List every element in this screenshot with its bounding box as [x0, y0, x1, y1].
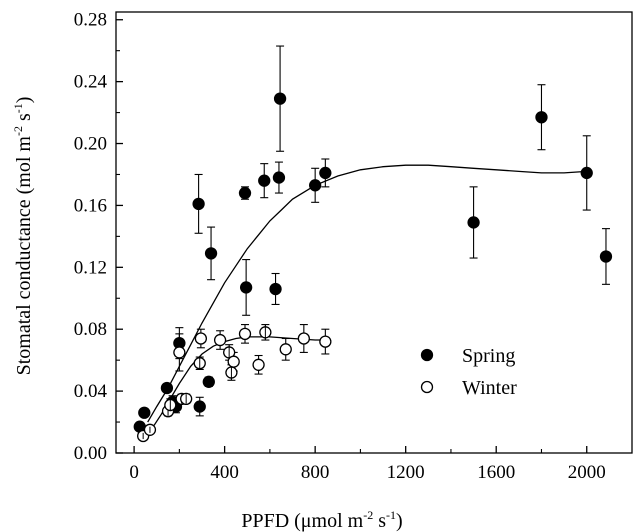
point-spring: [138, 406, 151, 419]
x-tick-label: 1600: [477, 462, 515, 483]
legend-label-winter: Winter: [462, 377, 517, 399]
legend-marker-winter: [420, 380, 434, 394]
point-spring: [467, 216, 480, 229]
x-tick-label: 0: [129, 462, 139, 483]
point-winter: [297, 332, 310, 345]
legend-label-spring: Spring: [462, 345, 515, 367]
point-spring: [269, 282, 282, 296]
point-winter: [213, 333, 227, 347]
point-spring: [160, 381, 174, 395]
x-tick-label: 2000: [568, 462, 606, 483]
y-tick-label: 0.28: [74, 10, 107, 31]
point-winter: [194, 332, 208, 345]
point-spring: [202, 375, 215, 388]
y-tick-label: 0.20: [74, 134, 107, 155]
point-winter: [279, 343, 292, 356]
point-spring: [258, 174, 271, 187]
legend: Spring Winter: [420, 345, 517, 399]
y-tick-label: 0.00: [74, 443, 107, 464]
data-points: [133, 92, 613, 443]
point-winter: [173, 346, 186, 359]
y-tick-label: 0.08: [74, 319, 107, 340]
x-tick-label: 1200: [387, 462, 425, 483]
point-spring: [239, 281, 253, 294]
y-tick-label: 0.16: [74, 195, 107, 216]
point-spring: [272, 171, 286, 184]
point-winter: [238, 327, 252, 341]
point-spring: [193, 400, 206, 413]
point-spring: [599, 250, 613, 263]
point-spring: [535, 111, 548, 124]
point-winter: [252, 358, 265, 371]
y-axis-label: Stomatal conductance (mol m-2 s-1): [11, 97, 35, 376]
x-axis-label: PPFD (μmol m-2 s-1): [241, 508, 402, 532]
legend-marker-spring: [420, 348, 434, 362]
point-spring: [309, 179, 322, 192]
fit-curve-spring: [147, 164, 587, 423]
x-tick-label: 800: [301, 462, 330, 483]
point-spring: [580, 166, 593, 180]
point-spring: [204, 247, 218, 260]
plot-frame: [115, 11, 633, 454]
y-tick-label: 0.24: [74, 72, 108, 93]
point-winter: [227, 355, 240, 368]
x-tick-label: 400: [210, 462, 239, 483]
point-spring: [273, 92, 287, 105]
point-spring: [192, 197, 205, 211]
axis-ticks: 0 400 800 1200 1600 2000 0.00 0.04 0.08 0.12 0.16 0…: [74, 10, 606, 483]
plot-area: [115, 11, 633, 454]
y-tick-label: 0.04: [74, 381, 108, 402]
point-spring: [238, 186, 252, 200]
point-spring: [319, 166, 332, 180]
y-tick-label: 0.12: [74, 257, 107, 278]
fit-curves: [142, 164, 587, 438]
point-winter: [319, 335, 332, 348]
